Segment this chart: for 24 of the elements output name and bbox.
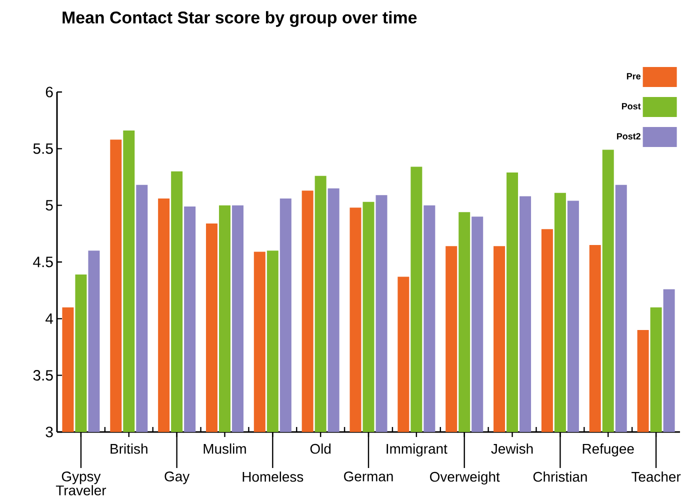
x-tick-label: British — [110, 444, 148, 454]
legend-label: Post2 — [617, 133, 640, 140]
y-tick-label: 4.5 — [33, 256, 53, 268]
x-tick-label: Jewish — [491, 444, 533, 454]
x-tick-label: Christian — [533, 472, 587, 482]
x-tick-label: Teacher — [632, 472, 681, 482]
x-tick-label: Homeless — [242, 472, 304, 482]
y-tick-label: 5 — [46, 200, 53, 211]
x-tick-label: Overweight — [430, 472, 500, 485]
x-tick-label: German — [344, 472, 393, 482]
y-tick-label: 5.5 — [33, 143, 53, 154]
legend-label: Post — [622, 103, 641, 110]
chart-title: Mean Contact Star score by group over time — [62, 11, 417, 27]
y-tick-label: 3 — [46, 426, 53, 438]
y-tick-label: 6 — [46, 86, 53, 98]
x-tick-label: Old — [310, 444, 331, 454]
y-tick-label: 3.5 — [33, 370, 53, 381]
y-tick-label: 4 — [46, 314, 54, 324]
x-tick-label: Gypsy Traveler — [56, 472, 106, 496]
x-tick-label: Gay — [164, 472, 190, 484]
x-tick-label: Muslim — [204, 444, 246, 454]
x-tick-label: Refugee — [582, 444, 634, 457]
legend-label: Pre — [626, 73, 641, 80]
x-tick-label: Immigrant — [386, 444, 448, 457]
